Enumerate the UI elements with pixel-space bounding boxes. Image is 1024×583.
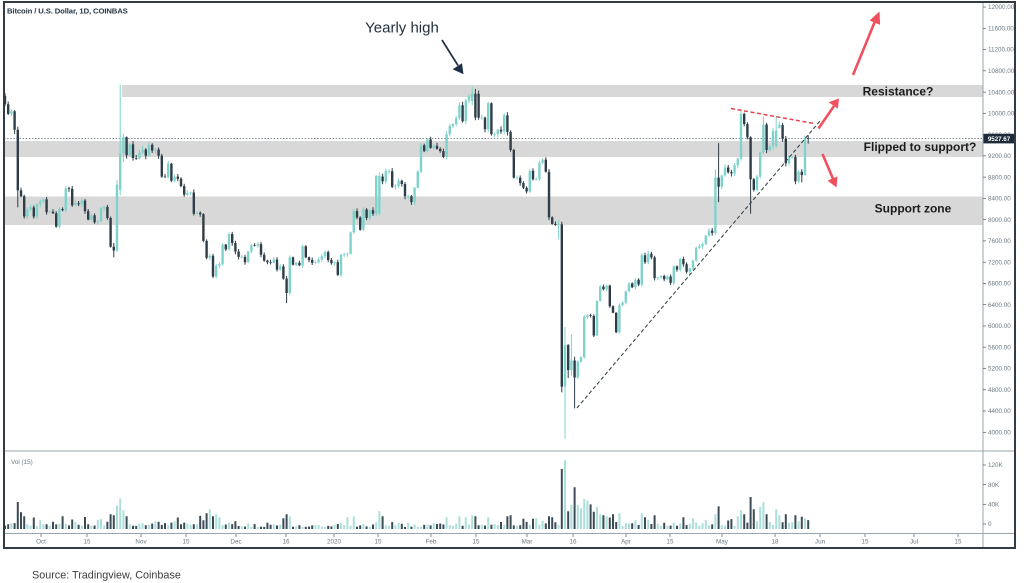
svg-text:9200.00: 9200.00 — [988, 153, 1011, 160]
svg-text:15: 15 — [182, 539, 190, 546]
svg-text:7600.00: 7600.00 — [988, 238, 1011, 245]
svg-text:15: 15 — [666, 539, 674, 546]
svg-text:18: 18 — [771, 539, 779, 546]
svg-text:Feb: Feb — [426, 539, 437, 546]
svg-text:2020: 2020 — [327, 539, 342, 546]
svg-text:7200.00: 7200.00 — [988, 259, 1011, 266]
svg-text:12000.00: 12000.00 — [988, 4, 1015, 11]
svg-text:15: 15 — [83, 539, 91, 546]
svg-text:Dec: Dec — [230, 539, 241, 546]
svg-text:Flipped to support?: Flipped to support? — [864, 140, 977, 154]
svg-text:15: 15 — [954, 539, 962, 546]
svg-text:15: 15 — [374, 539, 382, 546]
svg-text:4400.00: 4400.00 — [988, 408, 1011, 415]
svg-text:6000.00: 6000.00 — [988, 323, 1011, 330]
svg-text:10000.00: 10000.00 — [988, 111, 1015, 118]
svg-text:5600.00: 5600.00 — [988, 344, 1011, 351]
svg-text:6400.00: 6400.00 — [988, 302, 1011, 309]
svg-text:8400.00: 8400.00 — [988, 196, 1011, 203]
svg-text:11200.00: 11200.00 — [988, 47, 1014, 54]
svg-text:Oct: Oct — [36, 539, 46, 546]
svg-text:Source: Tradingview, Coinbase: Source: Tradingview, Coinbase — [32, 570, 181, 582]
svg-text:8000.00: 8000.00 — [988, 217, 1011, 224]
svg-text:Bitcoin / U.S. Dollar, 1D, COI: Bitcoin / U.S. Dollar, 1D, COINBAS — [7, 7, 128, 16]
svg-text:15: 15 — [861, 539, 869, 546]
svg-text:Mar: Mar — [522, 539, 533, 546]
svg-text:4800.00: 4800.00 — [988, 387, 1011, 394]
svg-text:Jul: Jul — [910, 539, 918, 546]
svg-text:8800.00: 8800.00 — [988, 174, 1011, 181]
svg-text:9527.67: 9527.67 — [988, 136, 1011, 143]
svg-text:80K: 80K — [988, 482, 1000, 489]
svg-text:4000.00: 4000.00 — [988, 430, 1011, 437]
svg-text:Yearly high: Yearly high — [365, 20, 439, 37]
svg-text:Vol (15): Vol (15) — [11, 459, 33, 466]
svg-text:16: 16 — [569, 539, 577, 546]
svg-text:Nov: Nov — [135, 539, 147, 546]
svg-text:120K: 120K — [988, 462, 1004, 469]
svg-text:Jun: Jun — [815, 539, 826, 546]
svg-text:Apr: Apr — [621, 539, 631, 546]
svg-text:0: 0 — [988, 521, 992, 528]
svg-text:40K: 40K — [988, 502, 1000, 509]
svg-text:16: 16 — [282, 539, 290, 546]
svg-text:Support zone: Support zone — [875, 202, 952, 216]
svg-text:11600.00: 11600.00 — [988, 26, 1014, 33]
svg-text:6800.00: 6800.00 — [988, 281, 1011, 288]
svg-text:10400.00: 10400.00 — [988, 89, 1015, 96]
svg-text:10800.00: 10800.00 — [988, 68, 1015, 75]
svg-text:Resistance?: Resistance? — [863, 85, 934, 99]
svg-text:5200.00: 5200.00 — [988, 366, 1011, 373]
svg-text:15: 15 — [472, 539, 480, 546]
svg-text:May: May — [716, 539, 729, 546]
